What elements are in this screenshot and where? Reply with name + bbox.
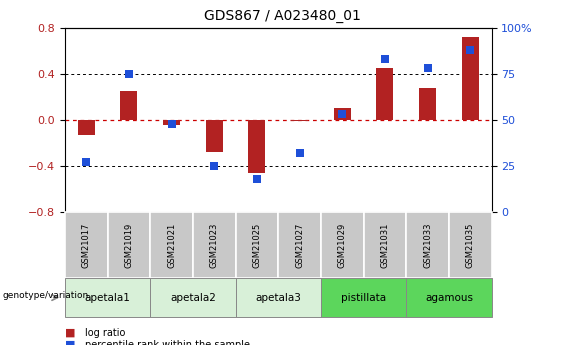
Bar — [150, 278, 236, 317]
Point — [82, 160, 91, 165]
Text: apetala2: apetala2 — [170, 293, 216, 303]
Bar — [334, 108, 351, 120]
Text: ■: ■ — [65, 340, 76, 345]
Text: GSM21021: GSM21021 — [167, 222, 176, 268]
Bar — [419, 88, 436, 120]
Bar — [65, 212, 107, 278]
Bar — [321, 278, 406, 317]
Text: log ratio: log ratio — [85, 328, 125, 338]
Bar — [406, 212, 449, 278]
Bar — [449, 212, 492, 278]
Bar — [249, 120, 266, 173]
Text: GSM21035: GSM21035 — [466, 222, 475, 268]
Bar — [278, 212, 321, 278]
Bar — [78, 120, 95, 135]
Text: GSM21025: GSM21025 — [253, 222, 262, 268]
Text: GSM21017: GSM21017 — [82, 222, 91, 268]
Point — [210, 163, 219, 169]
Text: agamous: agamous — [425, 293, 473, 303]
Text: apetala1: apetala1 — [85, 293, 131, 303]
Text: GSM21031: GSM21031 — [380, 222, 389, 268]
Point — [466, 47, 475, 52]
Bar — [236, 212, 279, 278]
Bar — [150, 212, 193, 278]
Text: apetala3: apetala3 — [255, 293, 301, 303]
Bar — [193, 212, 236, 278]
Bar — [206, 120, 223, 152]
Bar — [65, 278, 150, 317]
Bar — [236, 278, 321, 317]
Text: GSM21023: GSM21023 — [210, 222, 219, 268]
Text: percentile rank within the sample: percentile rank within the sample — [85, 340, 250, 345]
Text: GSM21019: GSM21019 — [124, 222, 133, 268]
Point — [124, 71, 133, 77]
Bar — [291, 120, 308, 121]
Bar — [163, 120, 180, 125]
Text: GSM21027: GSM21027 — [295, 222, 304, 268]
Bar — [406, 278, 492, 317]
Text: GDS867 / A023480_01: GDS867 / A023480_01 — [204, 9, 361, 23]
Bar — [364, 212, 406, 278]
Text: pistillata: pistillata — [341, 293, 386, 303]
Bar — [321, 212, 364, 278]
Text: ■: ■ — [65, 328, 76, 338]
Text: genotype/variation: genotype/variation — [3, 291, 89, 300]
Point — [338, 111, 347, 117]
Bar — [107, 212, 150, 278]
Text: GSM21033: GSM21033 — [423, 222, 432, 268]
Point — [253, 176, 262, 182]
Point — [423, 66, 432, 71]
Bar — [376, 68, 393, 120]
Point — [380, 56, 389, 62]
Text: GSM21029: GSM21029 — [338, 222, 347, 268]
Point — [167, 121, 176, 126]
Point — [295, 150, 304, 156]
Bar — [462, 37, 479, 120]
Bar — [120, 91, 137, 120]
